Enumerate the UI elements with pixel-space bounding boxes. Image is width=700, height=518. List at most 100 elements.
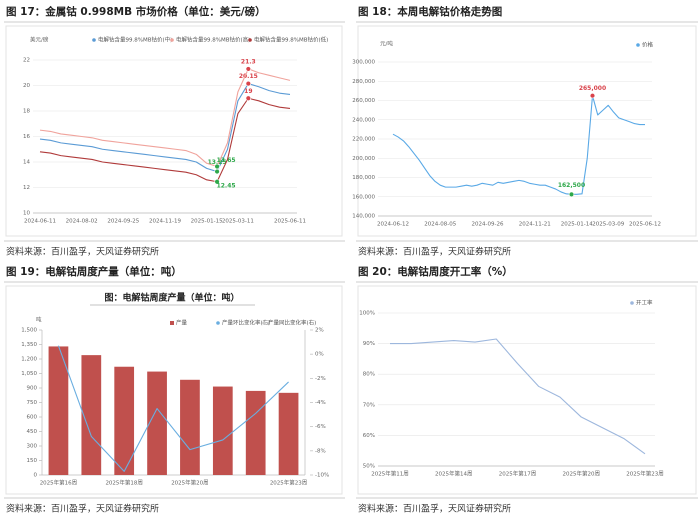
y-tick-label: -6%: [315, 424, 326, 430]
x-tick-label: 2024-11-19: [149, 219, 181, 225]
panel-frame: [5, 25, 343, 237]
y-tick-label: 70%: [363, 402, 375, 408]
source-note: 资料来源：百川盈孚，天风证券研究所: [358, 246, 511, 258]
x-tick-label: 2025年第16周: [40, 479, 78, 487]
x-tick-label: 2025年第17周: [499, 470, 537, 478]
bar: [147, 371, 167, 475]
legend-label: 电解钴含量99.8%MB钴价(低): [254, 36, 328, 44]
y-tick-label: 12: [23, 185, 30, 191]
y-axis-label: 元/吨: [380, 40, 393, 48]
y-tick-label: 18: [23, 109, 30, 115]
bar: [114, 366, 135, 475]
chart-title: 图：电解钴周度产量（单位：吨）: [104, 292, 239, 304]
source-note: 资料来源：百川盈孚，天风证券研究所: [6, 246, 159, 258]
x-tick-label: 2024-06-11: [24, 219, 56, 225]
point-marker: [589, 92, 596, 99]
y-tick-label: 200,000: [352, 156, 375, 162]
series-line: [39, 83, 291, 173]
x-tick-label: 2025-01-14: [561, 222, 593, 228]
data-label: 13.25: [208, 159, 227, 166]
point-marker: [245, 66, 252, 72]
y-tick-label: 60%: [363, 433, 375, 439]
y-tick-label: 1,200: [21, 357, 37, 363]
data-label: 20.15: [239, 73, 258, 80]
y-tick-label: 0%: [315, 352, 324, 358]
legend-label: 价格: [642, 41, 654, 49]
y-tick-label: 0: [34, 473, 38, 479]
x-tick-label: 2024-08-02: [66, 219, 98, 225]
x-tick-label: 2025-01-15: [191, 219, 223, 225]
panel-frame: [357, 285, 697, 495]
data-label: 265,000: [579, 85, 606, 92]
legend-swatch: [262, 321, 266, 325]
y-tick-label: 260,000: [352, 98, 375, 104]
source-note: 资料来源：百川盈孚，天风证券研究所: [6, 503, 159, 515]
y-tick-label: 750: [27, 400, 38, 406]
x-tick-label: 2024-09-26: [472, 222, 504, 228]
legend-swatch: [170, 38, 174, 42]
y-tick-label: 50%: [363, 464, 375, 470]
bar: [48, 346, 69, 475]
y-tick-label: 450: [27, 429, 38, 435]
x-tick-label: 2024-06-12: [377, 222, 409, 228]
point-marker: [245, 80, 252, 87]
y-tick-label: 900: [27, 386, 38, 392]
data-label: 12.45: [217, 182, 236, 189]
figure-caption: 图 18：本周电解钴价格走势图: [358, 5, 502, 18]
y-tick-label: 1,500: [21, 328, 37, 334]
legend-swatch: [630, 301, 634, 305]
series-line: [392, 95, 645, 195]
series-line: [57, 345, 289, 472]
point-marker: [214, 163, 220, 170]
y-tick-label: -8%: [315, 448, 326, 454]
y-tick-label: 280,000: [352, 79, 375, 85]
y-tick-label: -4%: [315, 400, 326, 406]
series-line: [39, 68, 291, 168]
y-tick-label: 160,000: [352, 194, 375, 200]
bar: [81, 355, 102, 475]
figure-caption: 图 20：电解钴周度开工率（%）: [358, 265, 513, 278]
bar: [278, 392, 299, 475]
x-tick-label: 2025年第20周: [171, 479, 209, 487]
y-tick-label: 80%: [363, 372, 375, 378]
y-tick-label: 140,000: [352, 214, 375, 220]
legend-swatch: [216, 321, 220, 325]
point-marker: [214, 179, 220, 185]
point-marker: [214, 168, 220, 175]
bar: [245, 390, 266, 475]
x-tick-label: 2025-06-11: [274, 219, 306, 225]
y-tick-label: -2%: [315, 376, 326, 382]
y-tick-label: -10%: [315, 473, 329, 479]
y-tick-label: 180,000: [352, 175, 375, 181]
y-tick-label: 300,000: [352, 60, 375, 66]
y-tick-label: 100%: [359, 311, 375, 317]
x-tick-label: 2025年第20周: [563, 470, 601, 478]
bar: [180, 379, 200, 475]
y-tick-label: 220,000: [352, 137, 375, 143]
y-tick-label: 240,000: [352, 117, 375, 123]
x-tick-label: 2025年第14周: [435, 470, 473, 478]
y-tick-label: 90%: [363, 341, 375, 347]
legend-swatch: [248, 38, 252, 42]
y-axis-label: 美元/磅: [30, 36, 49, 44]
y-tick-label: 20: [23, 83, 30, 89]
x-tick-label: 2024-11-21: [519, 222, 551, 228]
data-label: 21.3: [241, 58, 256, 65]
y-tick-label: 300: [27, 444, 38, 450]
legend-label: 产量: [176, 319, 188, 327]
panel-frame: [5, 285, 343, 495]
y-tick-label: 10: [23, 211, 30, 217]
point-marker: [245, 95, 252, 101]
legend-swatch: [636, 43, 640, 47]
y-tick-label: 14: [23, 160, 30, 166]
x-tick-label: 2025年第18周: [105, 479, 143, 487]
source-note: 资料来源：百川盈孚，天风证券研究所: [358, 503, 511, 515]
y-tick-label: 600: [27, 415, 38, 421]
figure-caption: 图 17：金属钴 0.998MB 市场价格（单位：美元/磅）: [6, 5, 266, 18]
data-label: 13.65: [217, 157, 236, 164]
legend-swatch: [92, 38, 96, 42]
x-tick-label: 2024-09-25: [107, 219, 139, 225]
data-label: 19: [244, 88, 252, 95]
legend-label: 产量环比变化率(右): [222, 319, 270, 327]
